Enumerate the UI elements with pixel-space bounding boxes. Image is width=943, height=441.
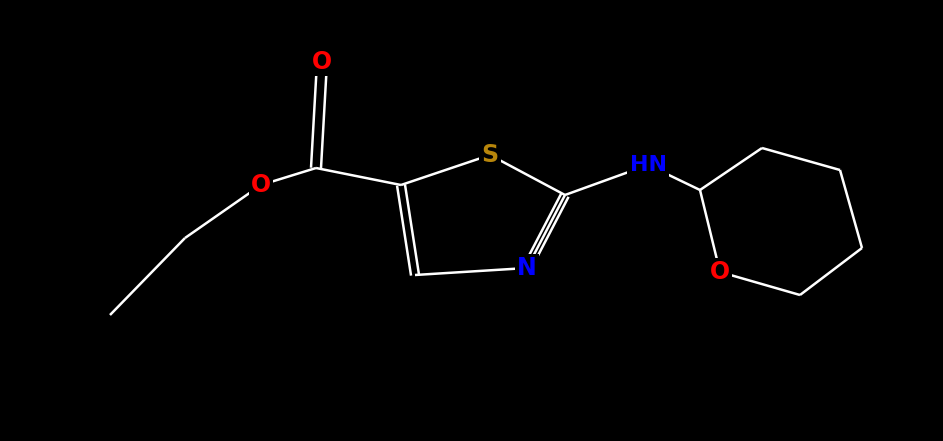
Text: S: S <box>482 143 499 167</box>
Text: N: N <box>517 256 537 280</box>
Text: O: O <box>312 50 332 74</box>
Text: HN: HN <box>630 155 667 175</box>
Text: O: O <box>251 173 271 197</box>
Text: O: O <box>710 260 730 284</box>
